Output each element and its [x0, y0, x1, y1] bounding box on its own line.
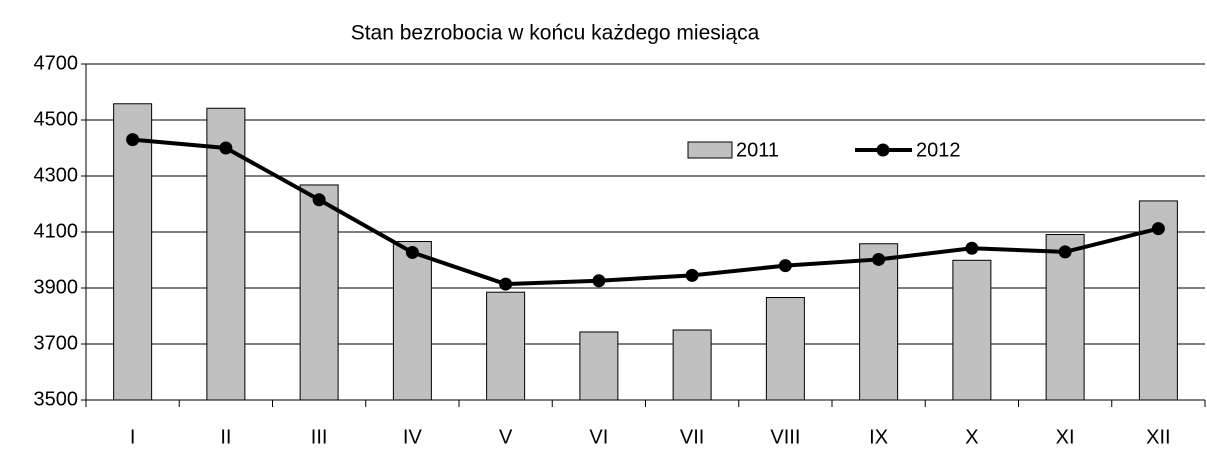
y-tick-label: 3700 [34, 332, 79, 354]
point [405, 245, 419, 259]
y-tick-label: 4500 [34, 108, 79, 130]
bar [952, 259, 992, 401]
chart-title: Stan bezrobocia w końcu każdego miesiąca [351, 22, 760, 45]
line [132, 137, 1159, 287]
y-tick-label: 4700 [34, 52, 79, 74]
y-tick-label: 4300 [34, 164, 79, 186]
y-tick-label: 4100 [34, 220, 79, 242]
point [592, 274, 606, 288]
point [1058, 245, 1072, 259]
x-tick-label: IV [403, 426, 423, 448]
point [685, 268, 699, 282]
bar [1045, 234, 1085, 401]
point [1151, 222, 1165, 236]
x-tick-label: VIII [770, 426, 800, 448]
bar [486, 291, 526, 401]
legend-label: 2012 [916, 139, 961, 161]
x-tick-label: VII [680, 426, 704, 448]
bar [392, 241, 432, 401]
point [872, 252, 886, 266]
x-tick-label: V [499, 426, 513, 448]
point [219, 141, 233, 155]
x-tick-label: VI [589, 426, 608, 448]
point [499, 277, 513, 291]
x-tick-label: IX [869, 426, 888, 448]
point [312, 193, 326, 207]
y-tick-label: 3900 [34, 276, 79, 298]
legend-swatch [876, 143, 890, 157]
x-tick-label: XII [1146, 426, 1170, 448]
x-tick-label: III [311, 426, 328, 448]
x-tick-label: X [965, 426, 978, 448]
point [965, 241, 979, 255]
bar [672, 329, 712, 401]
bar [579, 331, 619, 401]
bar [765, 297, 805, 401]
y-tick-label: 3500 [34, 388, 79, 410]
x-tick-label: XI [1056, 426, 1075, 448]
bar [859, 243, 899, 401]
legend-label: 2011 [736, 139, 779, 161]
bar [113, 103, 153, 401]
point [126, 133, 140, 147]
point [778, 259, 792, 273]
legend-swatch [687, 141, 733, 159]
bar [299, 184, 339, 401]
x-tick-label: I [130, 426, 136, 448]
x-tick-label: II [220, 426, 231, 448]
